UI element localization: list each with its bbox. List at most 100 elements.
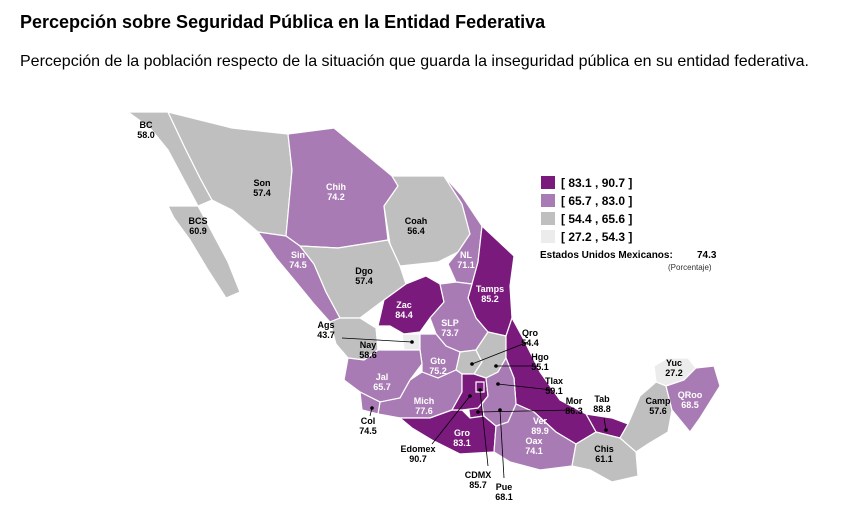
state-value-zac: 84.4 [395, 310, 413, 320]
state-abbr-tamps: Tamps [476, 284, 504, 294]
state-abbr-jal: Jal [376, 372, 389, 382]
state-value-slp: 73.7 [441, 328, 459, 338]
leader-line-ags [341, 337, 413, 343]
state-abbr-hgo: Hgo [531, 352, 549, 362]
state-value-camp: 57.6 [649, 406, 667, 416]
state-region-bcs [167, 205, 241, 299]
legend-label: [ 65.7 , 83.0 ] [561, 194, 632, 208]
state-region-jal [343, 349, 423, 403]
legend-label: [ 27.2 , 54.3 ] [561, 230, 632, 244]
state-value-ags: 43.7 [317, 330, 335, 340]
state-abbr-sin: Sin [291, 250, 305, 260]
state-abbr-zac: Zac [396, 300, 412, 310]
national-value: 74.3 [697, 250, 717, 261]
leader-dot-tab [604, 428, 608, 432]
state-value-mor: 86.3 [565, 406, 583, 416]
legend-label: [ 83.1 , 90.7 ] [561, 176, 632, 190]
legend-swatch [541, 194, 555, 207]
leader-line-tlax [497, 383, 553, 391]
state-value-coah: 56.4 [407, 226, 425, 236]
state-abbr-nay: Nay [360, 340, 377, 350]
state-abbr-qroo: QRoo [678, 390, 703, 400]
leader-line-pue [499, 409, 505, 479]
state-value-jal: 65.7 [373, 382, 391, 392]
national-label: Estados Unidos Mexicanos: [540, 250, 673, 261]
leader-line-tab [603, 417, 607, 431]
state-abbr-gto: Gto [430, 356, 446, 366]
state-value-chih: 74.2 [327, 192, 345, 202]
state-value-gto: 75.2 [429, 366, 447, 376]
state-abbr-ags: Ags [317, 320, 334, 330]
state-abbr-nl: NL [460, 250, 472, 260]
state-value-yuc: 27.2 [665, 368, 683, 378]
state-abbr-edomex: Edomex [400, 444, 435, 454]
legend-label: [ 54.4 , 65.6 ] [561, 212, 632, 226]
state-value-edomex: 90.7 [409, 454, 427, 464]
leader-dot-qro [470, 362, 474, 366]
state-value-col: 74.5 [359, 426, 377, 436]
state-region-qroo [665, 365, 721, 433]
state-value-gro: 83.1 [453, 438, 471, 448]
legend: [ 83.1 , 90.7 ] [ 65.7 , 83.0 ] [ 54.4 , 6… [540, 176, 717, 272]
state-value-oax: 74.1 [525, 446, 543, 456]
state-value-tamps: 85.2 [481, 294, 499, 304]
leader-line-qro [471, 341, 529, 365]
state-abbr-mor: Mor [566, 396, 583, 406]
state-abbr-yuc: Yuc [666, 358, 682, 368]
state-abbr-mich: Mich [414, 396, 435, 406]
state-abbr-son: Son [254, 178, 271, 188]
leader-lines [341, 337, 608, 479]
state-abbr-cdmx: CDMX [465, 470, 492, 480]
state-labels: BC58.0Son57.4Chih74.2Coah56.4BCS60.9Sin7… [137, 120, 703, 502]
leader-dot-ags [410, 340, 414, 344]
state-value-nl: 71.1 [457, 260, 475, 270]
state-abbr-camp: Camp [645, 396, 671, 406]
state-value-pue: 68.1 [495, 492, 513, 502]
state-value-tlax: 59.1 [545, 386, 563, 396]
legend-swatch [541, 176, 555, 189]
state-region-chis [571, 431, 639, 483]
legend-swatch [541, 230, 555, 243]
leader-line-mor [477, 409, 573, 413]
leader-dot-mor [476, 410, 480, 414]
state-value-cdmx: 85.7 [469, 480, 487, 490]
page-title: Percepción sobre Seguridad Pública en la… [20, 12, 546, 32]
state-abbr-ver: Ver [533, 416, 548, 426]
leader-dot-col [370, 406, 374, 410]
state-value-bc: 58.0 [137, 130, 155, 140]
state-value-qroo: 68.5 [681, 400, 699, 410]
state-region-col [359, 390, 381, 415]
state-value-qro: 54.4 [521, 338, 539, 348]
state-abbr-col: Col [361, 416, 376, 426]
national-unit: (Porcentaje) [668, 263, 712, 272]
state-abbr-tab: Tab [594, 394, 610, 404]
state-abbr-bc: BC [140, 120, 153, 130]
state-abbr-gro: Gro [454, 428, 471, 438]
state-abbr-chis: Chis [594, 444, 614, 454]
state-region-camp [619, 381, 673, 453]
state-regions [126, 111, 721, 483]
leader-dot-tlax [496, 382, 500, 386]
page-subtitle: Percepción de la población respecto de l… [20, 53, 809, 70]
state-value-ver: 89.9 [531, 426, 549, 436]
state-abbr-tlax: Tlax [545, 376, 563, 386]
state-abbr-oax: Oax [525, 436, 542, 446]
state-abbr-bcs: BCS [188, 216, 207, 226]
state-abbr-dgo: Dgo [355, 266, 373, 276]
leader-dot-edomex [468, 394, 472, 398]
state-abbr-slp: SLP [441, 318, 459, 328]
state-value-hgo: 55.1 [531, 362, 549, 372]
state-value-bcs: 60.9 [189, 226, 207, 236]
state-value-son: 57.4 [253, 188, 271, 198]
state-value-chis: 61.1 [595, 454, 613, 464]
state-value-mich: 77.6 [415, 406, 433, 416]
state-region-pue [481, 356, 517, 427]
leader-line-cdmx [479, 389, 489, 467]
state-value-nay: 58.6 [359, 350, 377, 360]
leader-dot-hgo [494, 364, 498, 368]
state-value-sin: 74.5 [289, 260, 307, 270]
leader-dot-pue [498, 408, 502, 412]
state-abbr-chih: Chih [326, 182, 346, 192]
state-value-dgo: 57.4 [355, 276, 373, 286]
